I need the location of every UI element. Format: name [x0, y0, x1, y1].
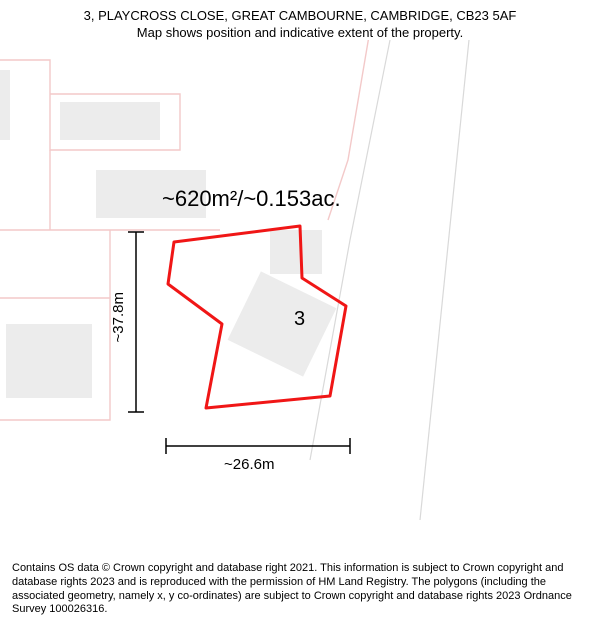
copyright-footer: Contains OS data © Crown copyright and d…	[12, 562, 588, 617]
map-svg	[0, 40, 600, 520]
area-label: ~620m²/~0.153ac.	[162, 186, 341, 212]
vertical-dimension-label: ~37.8m	[110, 292, 127, 342]
house-number-label: 3	[294, 308, 305, 331]
header: 3, PLAYCROSS CLOSE, GREAT CAMBOURNE, CAM…	[0, 0, 600, 46]
map-canvas: ~620m²/~0.153ac. 3 ~37.8m ~26.6m	[0, 40, 600, 520]
horizontal-dimension-label: ~26.6m	[224, 456, 274, 473]
page-title: 3, PLAYCROSS CLOSE, GREAT CAMBOURNE, CAM…	[20, 8, 580, 25]
